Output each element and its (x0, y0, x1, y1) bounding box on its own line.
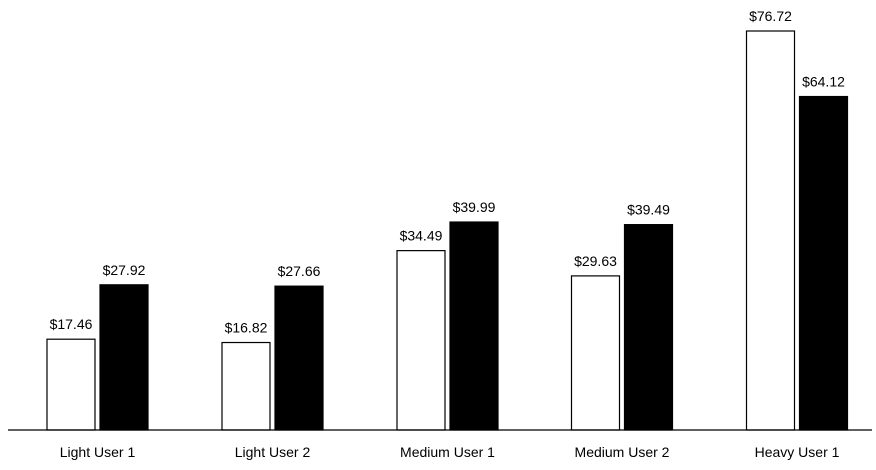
category-label-medium-user-2: Medium User 2 (575, 444, 670, 460)
data-label-series-2-light-user-1: $27.92 (103, 262, 146, 278)
bar-series-2-heavy-user-1 (798, 95, 849, 431)
bar-series-2-medium-user-2 (623, 224, 674, 431)
category-labels-layer: Light User 1 Light User 2 Medium User 1 Med… (60, 444, 840, 460)
category-label-medium-user-1: Medium User 1 (400, 444, 495, 460)
data-label-series-1-medium-user-1: $34.49 (400, 228, 443, 244)
bars-layer (46, 30, 849, 431)
data-label-series-1-light-user-1: $17.46 (50, 316, 93, 332)
data-label-series-2-medium-user-2: $39.49 (627, 202, 670, 218)
bar-series-1-medium-user-1 (396, 250, 446, 431)
bar-series-1-heavy-user-1 (745, 30, 796, 431)
category-label-heavy-user-1: Heavy User 1 (755, 444, 840, 460)
data-label-series-1-heavy-user-1: $76.72 (749, 8, 792, 24)
bar-series-1-light-user-1 (46, 338, 96, 431)
value-labels-layer: $17.46 $27.92 $16.82 $27.66 $34.49 $39.99 $29.… (50, 8, 846, 336)
data-label-series-1-medium-user-2: $29.63 (574, 253, 617, 269)
bar-series-1-medium-user-2 (570, 275, 621, 431)
bar-series-2-light-user-2 (274, 285, 324, 431)
data-label-series-2-medium-user-1: $39.99 (453, 199, 496, 215)
bar-series-2-light-user-1 (99, 284, 149, 431)
bar-series-1-light-user-2 (221, 341, 271, 431)
category-label-light-user-1: Light User 1 (60, 444, 136, 460)
bar-series-2-medium-user-1 (449, 221, 499, 431)
data-label-series-2-heavy-user-1: $64.12 (802, 74, 845, 90)
data-label-series-1-light-user-2: $16.82 (225, 320, 268, 336)
data-label-series-2-light-user-2: $27.66 (278, 263, 321, 279)
category-label-light-user-2: Light User 2 (235, 444, 311, 460)
